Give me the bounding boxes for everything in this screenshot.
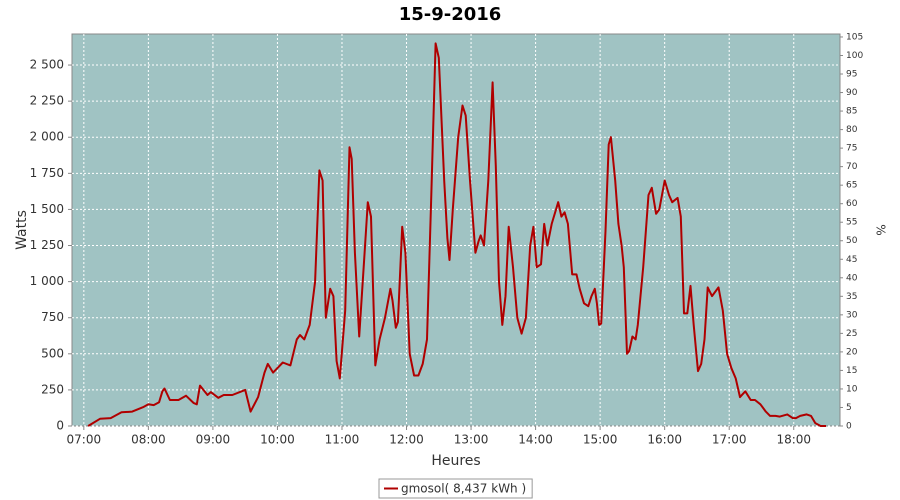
y-tick-label: 500 <box>41 346 64 360</box>
y2-tick-label: 90 <box>846 88 858 98</box>
legend-box <box>378 478 533 499</box>
y2-tick-label: 50 <box>846 236 858 246</box>
x-tick-label: 07:00 <box>67 433 102 447</box>
plot-area <box>71 33 841 427</box>
y2-tick-label: 95 <box>846 70 857 80</box>
x-tick-label: 12:00 <box>389 433 424 447</box>
x-tick-label: 09:00 <box>196 433 231 447</box>
y2-tick-label: 55 <box>846 218 857 228</box>
y2-tick-label: 15 <box>846 366 857 376</box>
x-tick-label: 14:00 <box>518 433 553 447</box>
y2-tick-label: 0 <box>846 422 852 432</box>
x-tick-label: 08:00 <box>131 433 166 447</box>
x-tick-label: 11:00 <box>325 433 360 447</box>
legend: gmosol( 8,437 kWh ) <box>378 478 533 499</box>
y2-tick-label: 5 <box>846 403 852 413</box>
y2-tick-label: 70 <box>846 162 858 172</box>
y2-tick-label: 10 <box>846 384 858 394</box>
legend-label: gmosol( 8,437 kWh ) <box>401 482 526 496</box>
y2-tick-label: 20 <box>846 347 858 357</box>
y2-tick-label: 75 <box>846 144 857 154</box>
y2-tick-label: 25 <box>846 329 857 339</box>
y2-tick-label: 60 <box>846 199 858 209</box>
y2-tick-label: 45 <box>846 255 857 265</box>
y-tick-label: 250 <box>41 382 64 396</box>
y-tick-label: 2 000 <box>30 130 64 144</box>
x-tick-label: 10:00 <box>260 433 295 447</box>
y-tick-label: 1 750 <box>30 166 64 180</box>
chart-title: 15-9-2016 <box>399 4 502 25</box>
x-tick-label: 17:00 <box>712 433 747 447</box>
y-tick-label: 1 500 <box>30 202 64 216</box>
y-axis-label: Watts <box>14 210 30 250</box>
y-tick-label: 0 <box>56 419 64 433</box>
y2-tick-label: 85 <box>846 107 857 117</box>
y-tick-label: 2 250 <box>30 94 64 108</box>
y2-axis-label: % <box>874 224 888 235</box>
y2-tick-label: 100 <box>846 51 863 61</box>
y2-tick-label: 105 <box>846 32 863 42</box>
x-tick-label: 18:00 <box>776 433 811 447</box>
y2-tick-label: 35 <box>846 292 857 302</box>
x-tick-label: 13:00 <box>454 433 489 447</box>
y2-tick-label: 65 <box>846 181 857 191</box>
y-tick-label: 2 500 <box>30 58 64 72</box>
x-tick-label: 15:00 <box>583 433 618 447</box>
y2-tick-label: 80 <box>846 125 858 135</box>
data-line <box>87 42 826 427</box>
x-axis-label: Heures <box>431 453 480 469</box>
y-tick-label: 1 000 <box>30 274 64 288</box>
y-tick-label: 750 <box>41 310 64 324</box>
y-tick-label: 1 250 <box>30 238 64 252</box>
x-tick-label: 16:00 <box>647 433 682 447</box>
y2-tick-label: 40 <box>846 273 858 283</box>
y2-tick-label: 30 <box>846 310 858 320</box>
